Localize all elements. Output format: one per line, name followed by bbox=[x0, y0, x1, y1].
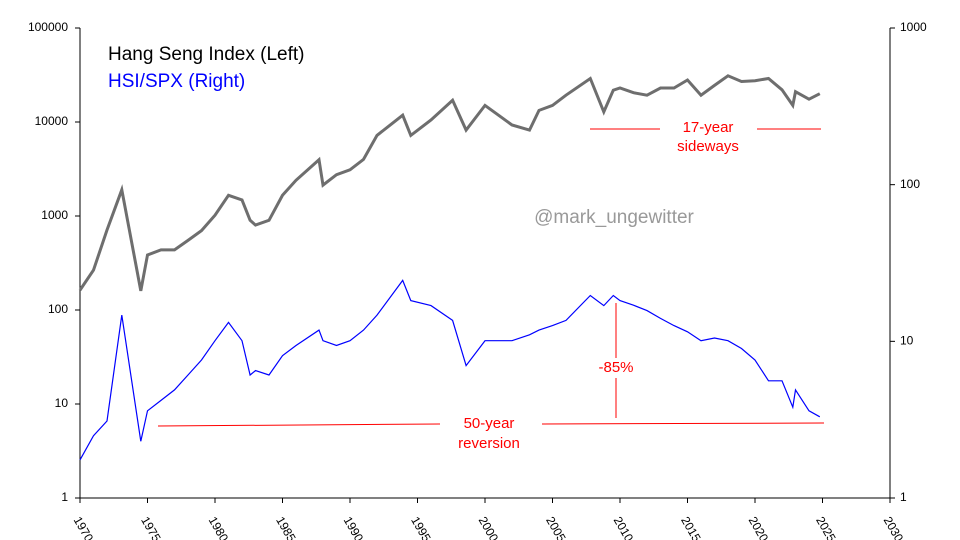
y-tick-label: 100 bbox=[48, 302, 68, 316]
y-tick-label: 100000 bbox=[28, 20, 68, 34]
series-line bbox=[78, 74, 821, 292]
x-tick-label: 2025 bbox=[813, 514, 839, 540]
x-tick-label: 1975 bbox=[138, 514, 164, 540]
x-tick-label: 1985 bbox=[273, 514, 299, 540]
watermark: @mark_ungewitter bbox=[534, 207, 694, 228]
y2-tick-label: 100 bbox=[900, 177, 920, 191]
x-tick-label: 1970 bbox=[71, 514, 97, 540]
x-tick-label: 1995 bbox=[408, 514, 434, 540]
x-tick-label: 1990 bbox=[341, 514, 367, 540]
legend-entry: HSI/SPX (Right) bbox=[108, 71, 245, 92]
y-tick-label: 1 bbox=[61, 490, 68, 504]
x-tick-label: 2010 bbox=[611, 514, 637, 540]
x-tick-label: 1980 bbox=[206, 514, 232, 540]
annotation-bg bbox=[596, 358, 636, 378]
y2-tick-label: 1 bbox=[900, 490, 907, 504]
y-tick-label: 10 bbox=[55, 396, 69, 410]
y2-tick-label: 10 bbox=[900, 334, 914, 348]
annotation: -85% bbox=[598, 359, 633, 376]
x-tick-label: 2030 bbox=[881, 514, 907, 540]
annotation: 17-year bbox=[683, 119, 734, 136]
series-line bbox=[79, 279, 821, 461]
x-tick-label: 2015 bbox=[678, 514, 704, 540]
annotation: reversion bbox=[458, 435, 520, 452]
y-tick-label: 1000 bbox=[41, 208, 68, 222]
annotation-line bbox=[157, 423, 441, 427]
annotation: 50-year bbox=[464, 415, 515, 432]
x-tick-label: 2000 bbox=[476, 514, 502, 540]
annotation-line bbox=[541, 422, 825, 425]
legend-entry: Hang Seng Index (Left) bbox=[108, 44, 304, 65]
y2-tick-label: 1000 bbox=[900, 20, 927, 34]
annotation: sideways bbox=[677, 138, 739, 155]
x-tick-label: 2020 bbox=[746, 514, 772, 540]
x-tick-label: 2005 bbox=[543, 514, 569, 540]
y-tick-label: 10000 bbox=[35, 114, 69, 128]
